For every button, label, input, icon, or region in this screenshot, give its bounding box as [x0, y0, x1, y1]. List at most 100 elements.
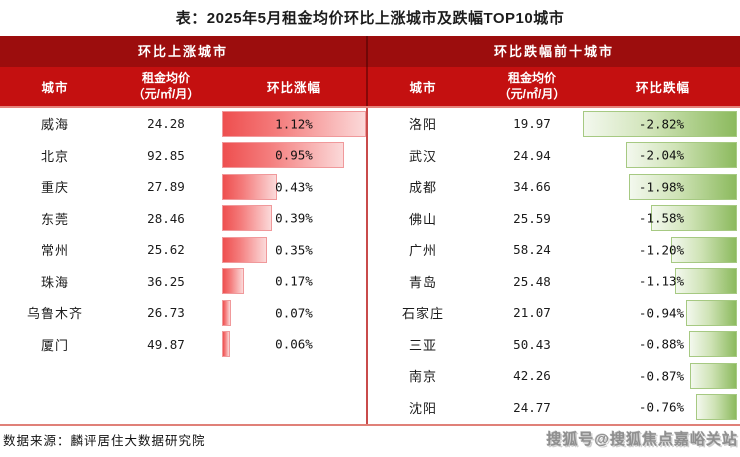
table-row: 南京 42.26 -0.87% — [368, 360, 740, 392]
change-bar-area: -0.76% — [586, 392, 740, 424]
group-header-row: 环比上涨城市 环比跌幅前十城市 — [0, 36, 740, 67]
change-percent-label: 0.43% — [275, 179, 313, 195]
data-source-note: 数据来源：麟评居住大数据研究院 — [3, 434, 206, 448]
change-percent-label: -1.13% — [638, 273, 685, 289]
change-bar-area: -1.20% — [586, 234, 740, 266]
rent-price-value: 58.24 — [513, 242, 551, 258]
falling-cities-table: 洛阳 19.97 -2.82% 武汉 24.94 -2.04% 成都 34.66 -1.98% 佛… — [368, 108, 740, 424]
rent-price-value: 21.07 — [513, 305, 551, 321]
change-bar-area: -0.94% — [586, 297, 740, 329]
rent-price-value: 24.94 — [513, 147, 551, 163]
rent-price-value: 26.73 — [147, 305, 185, 321]
increase-bar — [222, 268, 244, 295]
table-row: 重庆 27.89 0.43% — [0, 171, 366, 203]
page-title: 表：2025年5月租金均价环比上涨城市及跌幅TOP10城市 — [175, 10, 565, 27]
increase-bar — [222, 173, 278, 200]
rent-price-value: 34.66 — [513, 179, 551, 195]
change-percent-label: 0.35% — [275, 242, 313, 258]
table-row: 常州 25.62 0.35% — [0, 234, 366, 266]
city-name: 厦门 — [40, 337, 69, 353]
rent-price-value: 42.26 — [513, 368, 551, 384]
change-percent-label: 0.06% — [275, 336, 313, 352]
column-header-price: 租金均价 （元/㎡/月） — [110, 67, 222, 106]
city-name: 武汉 — [408, 148, 437, 164]
decrease-bar — [675, 268, 737, 295]
column-headers-right: 城市 租金均价 （元/㎡/月） 环比跌幅 — [368, 67, 740, 106]
rent-price-value: 25.48 — [513, 273, 551, 289]
rent-price-value: 24.77 — [513, 399, 551, 415]
change-percent-label: 0.07% — [275, 305, 313, 321]
table-row: 珠海 36.25 0.17% — [0, 266, 366, 298]
change-bar-area: -1.58% — [586, 203, 740, 235]
decrease-bar — [689, 362, 737, 389]
column-header-price: 租金均价 （元/㎡/月） — [478, 67, 586, 106]
price-header-line1: 租金均价 — [507, 70, 556, 85]
change-bar-area: -1.98% — [586, 171, 740, 203]
change-percent-label: -0.87% — [638, 368, 685, 384]
column-header-city: 城市 — [0, 67, 110, 106]
price-header-line2: （元/㎡/月） — [498, 86, 566, 101]
table-row: 厦门 49.87 0.06% — [0, 329, 366, 361]
rent-price-value: 24.28 — [147, 116, 185, 132]
change-bar-area: 0.39% — [222, 203, 366, 235]
price-header-line1: 租金均价 — [141, 70, 190, 85]
increase-bar — [222, 236, 267, 263]
change-percent-label: -2.04% — [638, 147, 685, 163]
city-name: 珠海 — [40, 274, 69, 290]
change-bar-area: -2.04% — [586, 140, 740, 172]
sohu-watermark: 搜狐号@搜狐焦点嘉峪关站 — [546, 431, 738, 448]
city-name: 三亚 — [408, 337, 437, 353]
city-name: 北京 — [40, 148, 69, 164]
city-name: 成都 — [408, 180, 437, 196]
change-bar-area: 1.12% — [222, 108, 366, 140]
rent-price-value: 28.46 — [147, 210, 185, 226]
city-name: 常州 — [40, 243, 69, 259]
table-row: 佛山 25.59 -1.58% — [368, 203, 740, 235]
change-bar-area: 0.35% — [222, 234, 366, 266]
decrease-bar — [671, 236, 737, 263]
table-row: 三亚 50.43 -0.88% — [368, 329, 740, 361]
city-name: 乌鲁木齐 — [26, 306, 83, 322]
change-percent-label: 0.39% — [275, 210, 313, 226]
column-headers-left: 城市 租金均价 （元/㎡/月） 环比涨幅 — [0, 67, 368, 106]
table-row: 石家庄 21.07 -0.94% — [368, 297, 740, 329]
change-percent-label: -0.88% — [638, 336, 685, 352]
decrease-bar — [695, 394, 737, 421]
table-row: 沈阳 24.77 -0.76% — [368, 392, 740, 424]
change-percent-label: -2.82% — [638, 116, 685, 132]
change-bar-area: 0.17% — [222, 266, 366, 298]
rent-price-value: 25.62 — [147, 242, 185, 258]
increase-bar — [222, 142, 345, 169]
change-bar-area: 0.07% — [222, 297, 366, 329]
table-row: 乌鲁木齐 26.73 0.07% — [0, 297, 366, 329]
city-name: 威海 — [40, 117, 69, 133]
table-row: 北京 92.85 0.95% — [0, 140, 366, 172]
change-header-label: 环比涨幅 — [266, 81, 321, 95]
table-row: 武汉 24.94 -2.04% — [368, 140, 740, 172]
decrease-bar — [628, 173, 737, 200]
city-name: 石家庄 — [401, 306, 444, 322]
table-body: 威海 24.28 1.12% 北京 92.85 0.95% 重庆 27.89 0.43% 东莞 28… — [0, 108, 740, 426]
increase-bar — [222, 205, 273, 232]
change-percent-label: -0.94% — [638, 305, 685, 321]
change-percent-label: 0.95% — [275, 147, 313, 163]
column-header-city: 城市 — [368, 67, 478, 106]
change-bar-area: 0.06% — [222, 329, 366, 361]
change-bar-area: -0.87% — [586, 360, 740, 392]
city-name: 重庆 — [40, 180, 69, 196]
rent-price-value: 25.59 — [513, 210, 551, 226]
column-header-city-label: 城市 — [409, 81, 437, 95]
decrease-bar — [650, 205, 737, 232]
table-row: 广州 58.24 -1.20% — [368, 234, 740, 266]
city-name: 广州 — [408, 243, 437, 259]
column-header-row: 城市 租金均价 （元/㎡/月） 环比涨幅 城市 租金均价 （元/㎡/月） — [0, 67, 740, 106]
column-header-city-label: 城市 — [41, 81, 69, 95]
table-row: 成都 34.66 -1.98% — [368, 171, 740, 203]
change-percent-label: -1.58% — [638, 210, 685, 226]
table-row: 东莞 28.46 0.39% — [0, 203, 366, 235]
table-row: 洛阳 19.97 -2.82% — [368, 108, 740, 140]
city-name: 佛山 — [408, 211, 437, 227]
increase-bar — [222, 331, 230, 358]
table-header: 环比上涨城市 环比跌幅前十城市 城市 租金均价 （元/㎡/月） 环比涨幅 城市 — [0, 36, 740, 108]
